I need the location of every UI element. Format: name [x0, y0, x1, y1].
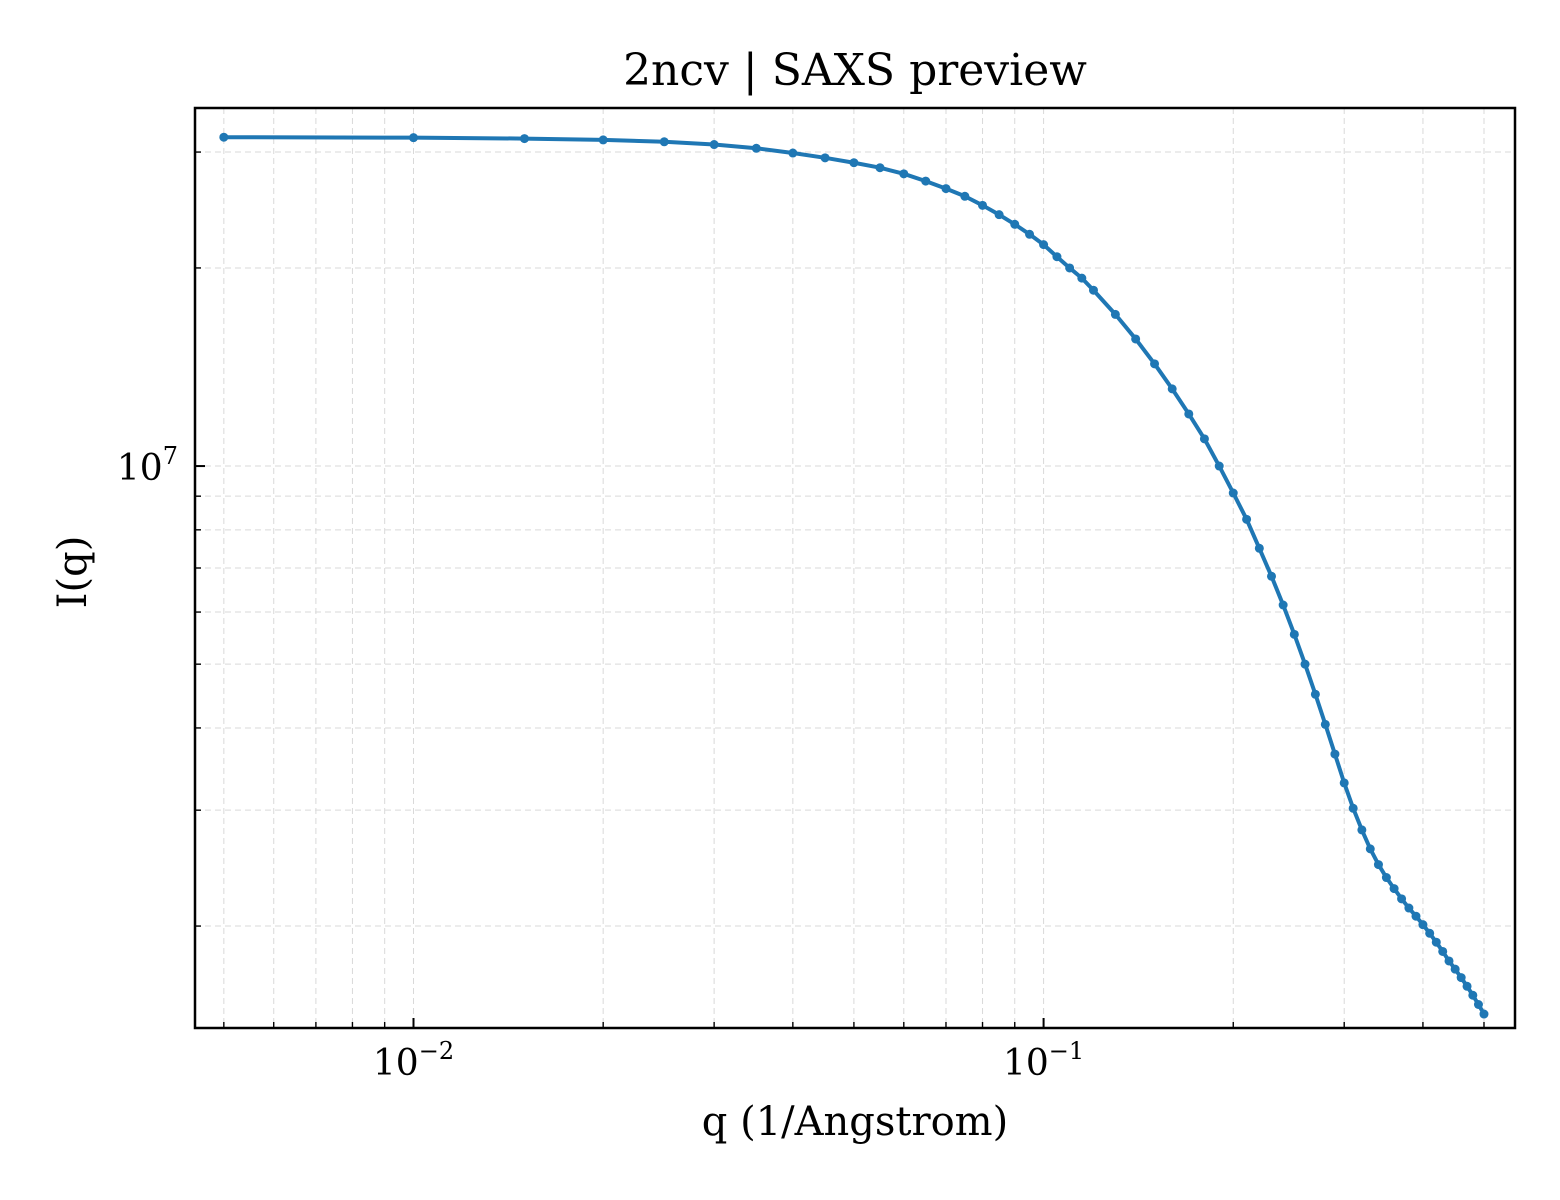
data-point	[1431, 937, 1441, 947]
data-point	[1065, 263, 1075, 273]
data-point	[994, 210, 1004, 220]
data-point	[1425, 928, 1435, 938]
data-point	[899, 169, 909, 179]
data-point	[1025, 229, 1035, 239]
y-tick-label: 107	[117, 442, 178, 489]
grid	[195, 108, 1515, 1028]
data-point	[978, 200, 988, 210]
data-point	[849, 158, 859, 168]
data-point	[751, 143, 761, 153]
data-point	[598, 135, 608, 145]
series-layer	[219, 132, 1489, 1019]
data-point	[1444, 956, 1454, 966]
data-point	[1010, 219, 1020, 229]
data-point	[1266, 571, 1276, 581]
data-point	[941, 184, 951, 194]
data-point	[875, 163, 885, 173]
data-point	[1110, 309, 1120, 319]
data-point	[1450, 964, 1460, 974]
tick-labels: 10−2 10−1 107	[117, 442, 1084, 1084]
data-point	[960, 191, 970, 201]
data-point	[1199, 434, 1209, 444]
data-point	[1373, 860, 1383, 870]
data-point	[1404, 903, 1414, 913]
data-point	[1278, 600, 1288, 610]
data-point	[1438, 946, 1448, 956]
data-point	[659, 137, 669, 147]
data-point	[1228, 488, 1238, 498]
plot-frame	[193, 106, 1517, 1030]
data-point	[1339, 778, 1349, 788]
data-point	[1381, 873, 1391, 883]
data-point	[1411, 911, 1421, 921]
data-point	[1348, 803, 1358, 813]
data-point	[1418, 920, 1428, 930]
data-point	[1088, 285, 1098, 295]
data-point	[1473, 999, 1483, 1009]
data-point	[709, 140, 719, 150]
data-point	[1300, 659, 1310, 669]
data-point	[1184, 409, 1194, 419]
data-point	[1479, 1009, 1489, 1019]
data-point	[1462, 981, 1472, 991]
x-tick-label: 10−1	[1003, 1037, 1084, 1084]
data-point	[1330, 749, 1340, 759]
data-point	[820, 153, 830, 163]
data-point	[1310, 689, 1320, 699]
data-point	[921, 176, 931, 186]
data-point	[1077, 273, 1087, 283]
data-point	[1397, 894, 1407, 904]
x-axis-label: q (1/Angstrom)	[702, 1099, 1008, 1145]
data-point	[1320, 719, 1330, 729]
chart-title: 2ncv | SAXS preview	[623, 45, 1087, 96]
data-point	[519, 134, 529, 144]
data-point	[1131, 334, 1141, 344]
data-point	[219, 132, 229, 142]
data-point	[409, 133, 419, 143]
data-point	[1289, 629, 1299, 639]
data-point	[788, 148, 798, 158]
x-tick-label: 10−2	[373, 1037, 454, 1084]
data-point	[1052, 252, 1062, 262]
data-point	[1389, 884, 1399, 894]
y-axis-label: I(q)	[50, 536, 96, 609]
data-point	[1468, 990, 1478, 1000]
data-point	[1365, 844, 1375, 854]
data-point	[1039, 240, 1049, 250]
data-point	[1242, 514, 1252, 524]
data-point	[1150, 359, 1160, 369]
data-point	[1456, 973, 1466, 983]
data-point	[1214, 461, 1224, 471]
data-point	[1167, 384, 1177, 394]
data-point	[1254, 543, 1264, 553]
data-point	[1357, 825, 1367, 835]
